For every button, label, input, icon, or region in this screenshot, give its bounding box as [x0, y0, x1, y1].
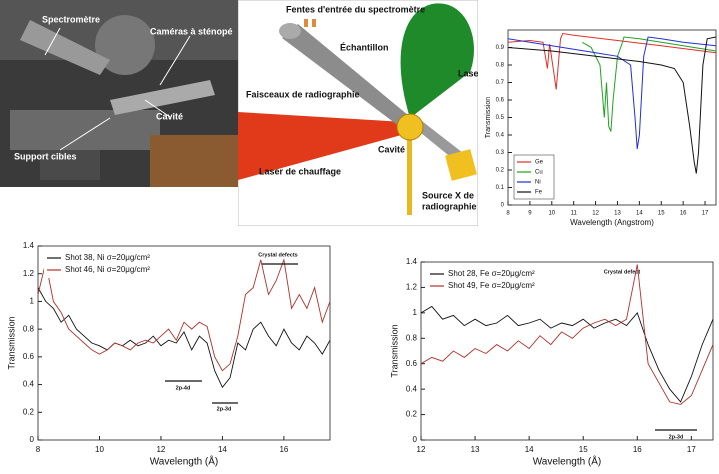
- x-axis-label: Wavelength (Å): [150, 455, 219, 468]
- chart: 12 13 14 15 16 17 0 0.2 0.4 0.6 0.8 1 1.2 1.4 Waveleng…: [389, 257, 713, 468]
- cavity: [397, 114, 423, 140]
- y-axis-label: Transmission: [485, 97, 492, 138]
- diagram-label: Laser de chauffage: [259, 166, 341, 176]
- y-tick-label: 0.6: [23, 352, 35, 361]
- photo-label: Caméras à sténopé: [150, 26, 233, 36]
- diagram-label: Fentes d'entrée du spectromètre: [286, 4, 425, 14]
- y-tick-label: 0.6: [496, 98, 505, 104]
- y-tick-label: 0.2: [23, 407, 35, 416]
- diagram-label: Laser: [458, 68, 483, 78]
- y-tick-label: 0.8: [23, 324, 35, 333]
- chart: 8 10 12 14 16 0 0.2 0.4 0.6 0.8 1 1.2 1.4 Wavelength …: [6, 241, 330, 468]
- legend-label: Ni: [535, 180, 541, 186]
- y-tick-label: 0.5: [496, 115, 505, 121]
- diagram-label: Cavité: [378, 144, 405, 154]
- photo: Spectromètre Caméras à sténopé Cavité Su…: [0, 0, 238, 187]
- y-axis-label: Transmission: [6, 316, 16, 369]
- x-tick-label: 15: [579, 445, 588, 454]
- x-tick-label: 15: [658, 211, 665, 217]
- y-tick-label: 0.6: [406, 359, 418, 368]
- diagram-label: Faisceaux de radiographie: [246, 89, 360, 99]
- legend-label: Cu: [535, 170, 543, 176]
- photo-label: Support cibles: [14, 151, 77, 161]
- x-tick-label: 17: [687, 445, 696, 454]
- y-tick-label: 0.3: [496, 150, 505, 156]
- diagram-label: radiographie: [422, 201, 477, 211]
- x-tick-label: 12: [592, 211, 599, 217]
- y-tick-label: 0: [30, 435, 35, 444]
- y-tick-label: 0: [413, 435, 418, 444]
- x-tick-label: 12: [156, 445, 165, 454]
- photo-label: Cavité: [156, 111, 183, 121]
- x-axis-label: Wavelength (Angstrom): [570, 218, 654, 227]
- x-tick-label: 13: [471, 445, 480, 454]
- y-tick-label: 1.4: [406, 257, 418, 266]
- diagram: Fentes d'entrée du spectromètre Échantil…: [238, 0, 483, 226]
- y-tick-label: 1.4: [23, 241, 35, 250]
- photo-box: [150, 135, 238, 187]
- y-tick-label: 0.2: [406, 410, 418, 419]
- photo-label: Spectromètre: [42, 14, 100, 24]
- x-tick-label: 12: [417, 445, 426, 454]
- y-tick-label: 0.8: [496, 63, 505, 69]
- diagram-label: Échantillon: [340, 42, 389, 52]
- y-tick-label: 0.4: [23, 380, 35, 389]
- y-tick-label: 1: [413, 308, 418, 317]
- y-tick-label: 0.2: [496, 168, 505, 174]
- diagram-label: Source X de: [422, 190, 474, 200]
- y-tick-label: 1.2: [23, 269, 35, 278]
- annotation: Crystal defect: [604, 269, 641, 275]
- chart: 8 9 10 11 12 13 14 15 16 17 0 0.1 0.2 0.3 0.4 0.5 0.6 0.7…: [485, 30, 716, 227]
- x-tick-label: 8: [506, 211, 510, 217]
- slit: [312, 19, 316, 27]
- legend-label: Fe: [535, 190, 543, 196]
- x-tick-label: 16: [680, 211, 687, 217]
- photo-bench: [10, 110, 160, 150]
- annotation: Crystal defects: [258, 252, 297, 258]
- y-tick-label: 0.4: [496, 133, 505, 139]
- x-tick-label: 16: [633, 445, 642, 454]
- x-tick-label: 16: [279, 445, 288, 454]
- y-tick-label: 1: [30, 297, 35, 306]
- x-tick-label: 8: [36, 445, 41, 454]
- y-tick-label: 0.1: [496, 185, 505, 191]
- holder: [407, 140, 412, 215]
- legend-label: Ge: [535, 160, 544, 166]
- legend-label: Shot 49, Fe σ=20μg/cm²: [448, 281, 535, 290]
- cone-end: [279, 23, 301, 39]
- y-tick-label: 0.4: [406, 384, 418, 393]
- x-tick-label: 14: [636, 211, 643, 217]
- annotation: 2p-4d: [176, 385, 191, 391]
- y-tick-label: 0.7: [496, 80, 505, 86]
- x-tick-label: 14: [218, 445, 227, 454]
- x-tick-label: 13: [614, 211, 621, 217]
- annotation: 2p-3d: [217, 406, 232, 412]
- x-axis-label: Wavelength (Å): [533, 455, 602, 468]
- annotation: 2p-3d: [669, 434, 684, 440]
- y-tick-label: 0: [501, 203, 505, 209]
- figure: Spectromètre Caméras à sténopé Cavité Su…: [0, 0, 719, 474]
- y-axis-label: Transmission: [389, 324, 399, 377]
- x-tick-label: 9: [528, 211, 532, 217]
- x-tick-label: 17: [702, 211, 709, 217]
- y-tick-label: 1.2: [406, 283, 418, 292]
- x-tick-label: 11: [571, 211, 578, 217]
- x-tick-label: 14: [525, 445, 534, 454]
- y-tick-label: 0.8: [406, 333, 418, 342]
- legend-label: Shot 46, Ni σ=20μg/cm²: [65, 265, 150, 274]
- x-tick-label: 10: [95, 445, 104, 454]
- slit: [304, 19, 308, 27]
- legend-label: Shot 38, Ni σ=20μg/cm²: [65, 253, 150, 262]
- legend-label: Shot 28, Fe σ=20μg/cm²: [448, 269, 535, 278]
- x-tick-label: 10: [548, 211, 555, 217]
- y-tick-label: 0.9: [496, 45, 505, 51]
